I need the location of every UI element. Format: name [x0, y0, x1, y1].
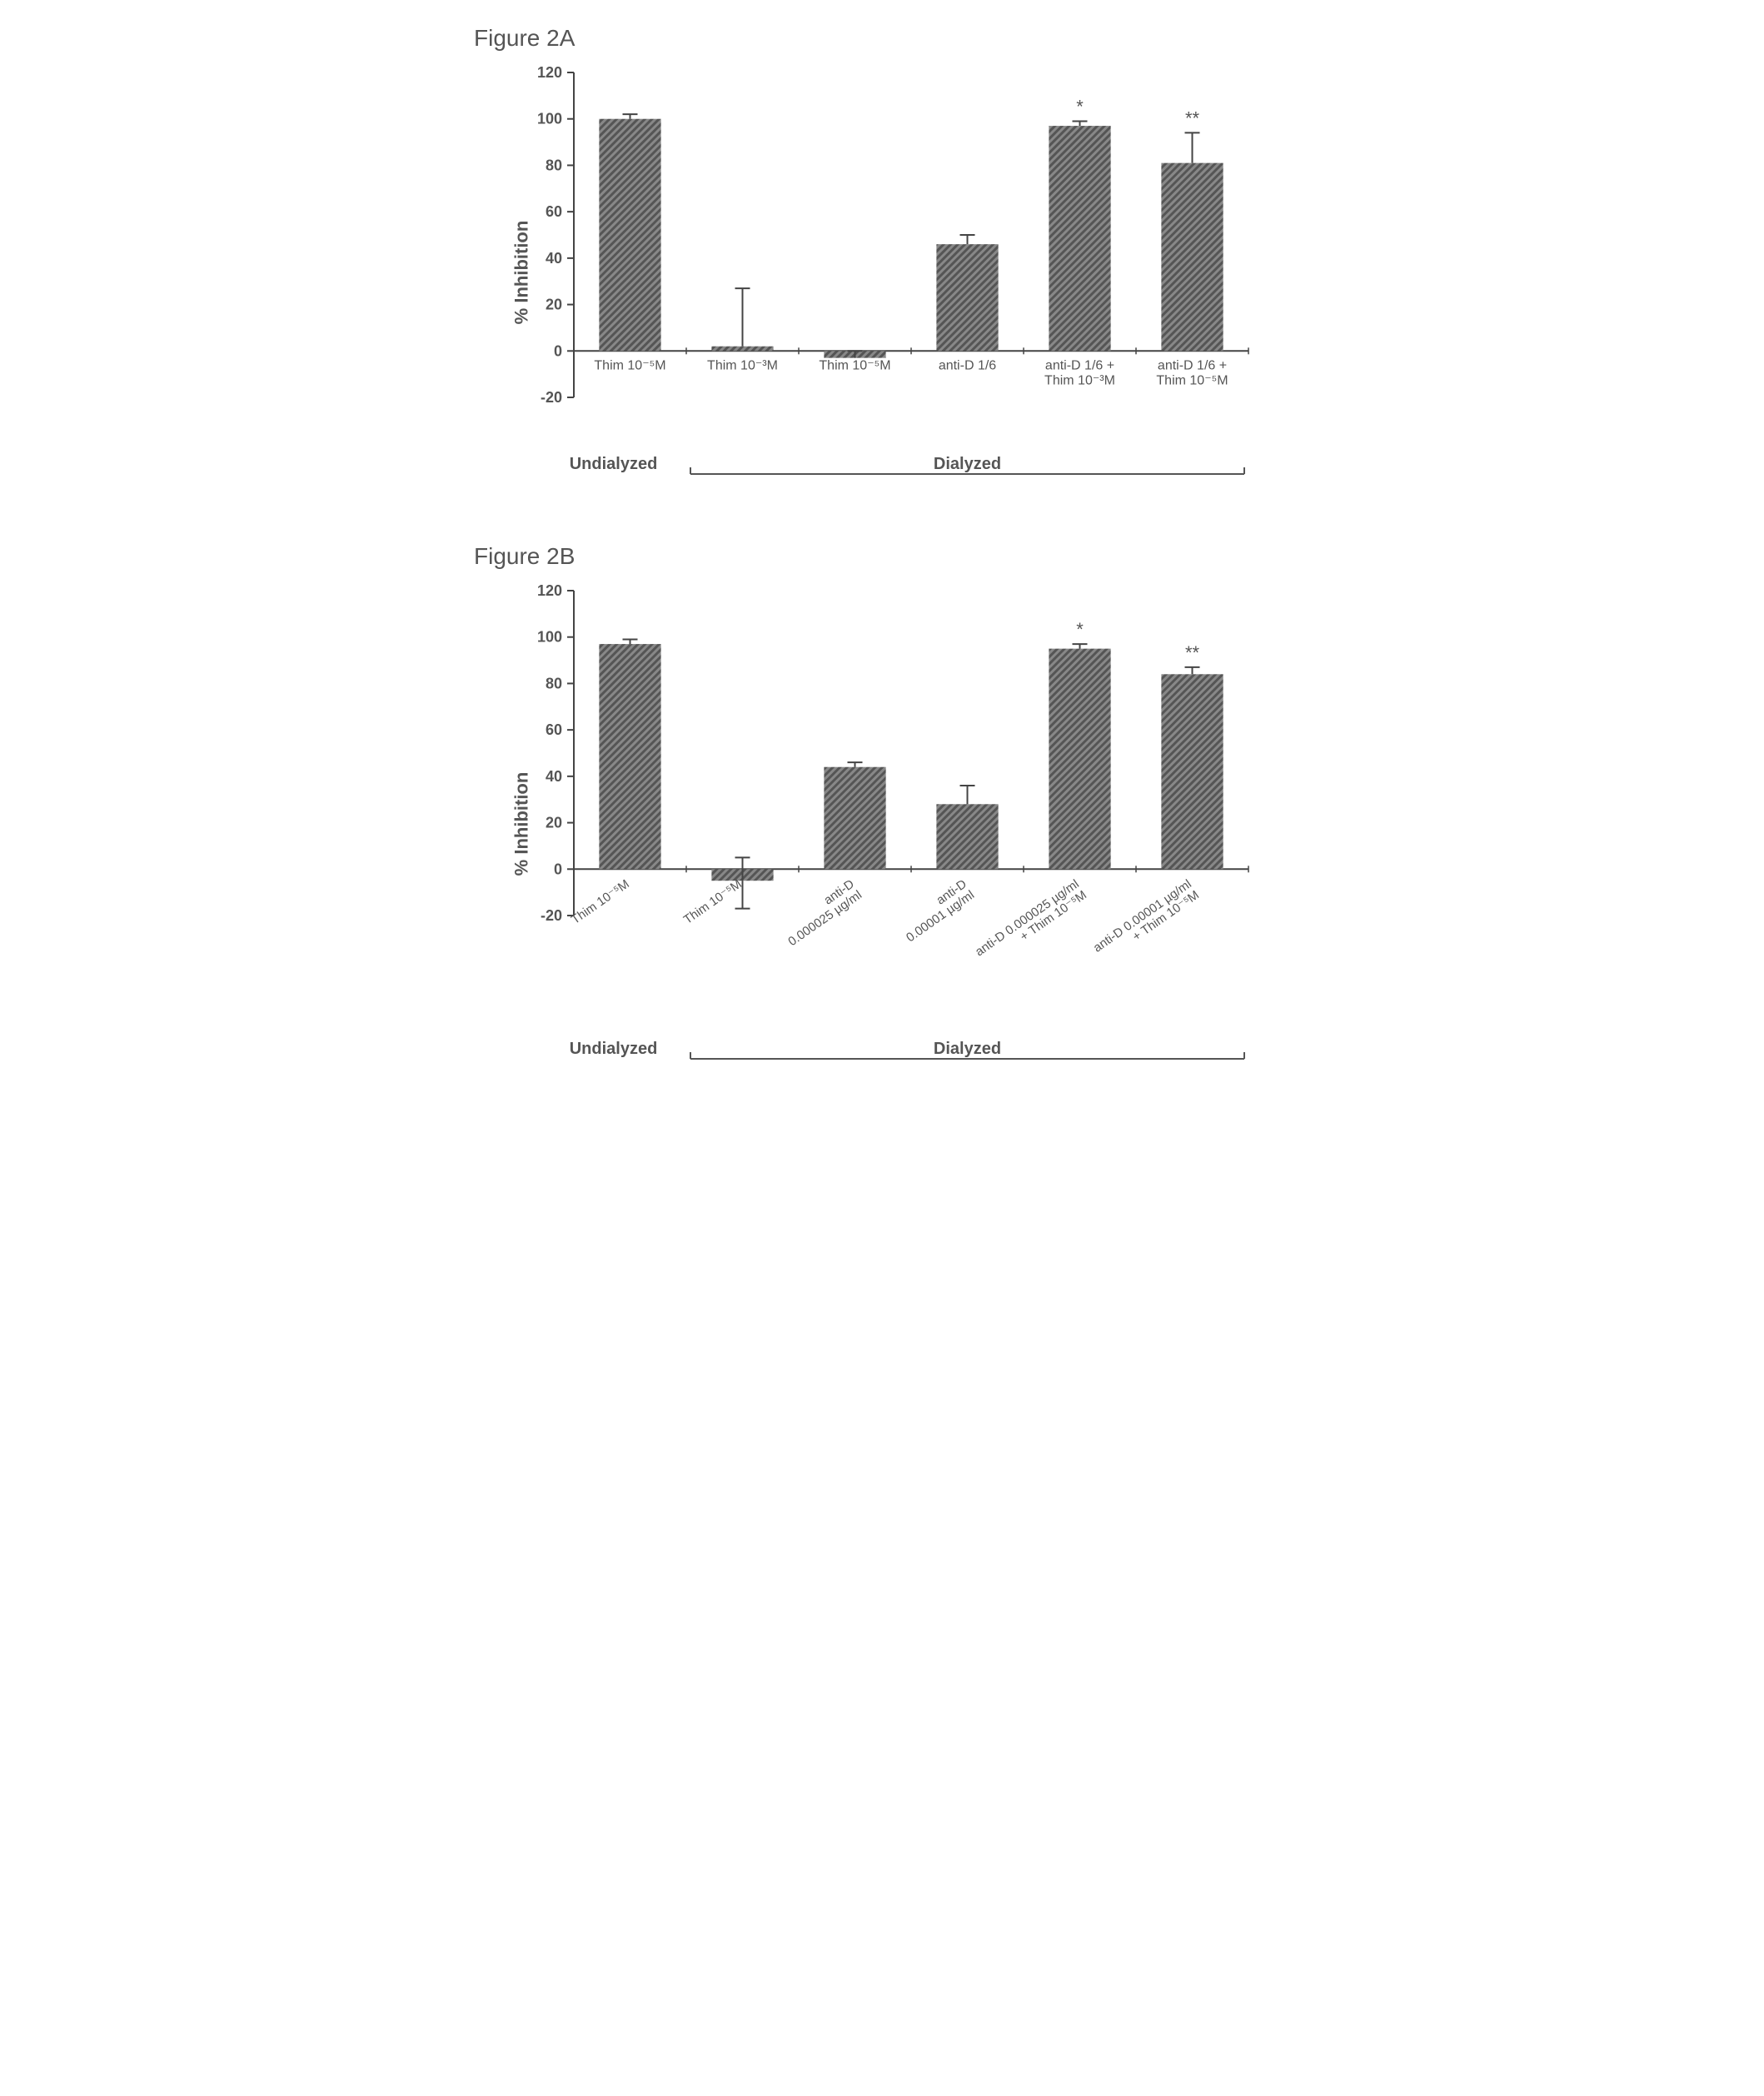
x-tick-label: Thim 10⁻³M	[707, 358, 778, 372]
x-tick-label: anti-D 1/6 +	[1158, 358, 1227, 372]
svg-text:80: 80	[546, 675, 562, 691]
x-tick-label: Thim 10⁻⁵M	[594, 358, 665, 372]
x-tick-label: Thim 10⁻⁵M	[1156, 373, 1228, 387]
bar	[711, 347, 773, 352]
figure-b-svg: -20 0 20 40 60 80 100 120 Thim 10⁻⁵M Thim 10⁻⁵M an…	[516, 574, 1265, 1074]
figure-a-title: Figure 2A	[474, 25, 1298, 52]
svg-text:100: 100	[537, 629, 562, 646]
bar	[1161, 163, 1223, 352]
svg-text:60: 60	[546, 721, 562, 738]
bar	[599, 119, 660, 352]
significance-marker: **	[1185, 107, 1200, 128]
svg-text:0: 0	[554, 342, 562, 359]
x-tick-label: anti-D 0.000025 µg/ml	[973, 877, 1082, 960]
x-tick-label: Thim 10⁻⁵M	[819, 358, 890, 372]
undialyzed-group-label: Undialyzed	[570, 455, 658, 473]
x-tick-label: Thim 10⁻⁵M	[569, 877, 632, 927]
svg-text:20: 20	[546, 297, 562, 313]
svg-text:120: 120	[537, 582, 562, 599]
figure-a-chart: % Inhibition -20020406080100120Thim 10⁻⁵…	[516, 56, 1265, 489]
x-tick-label: anti-D 0.00001 µg/ml	[1091, 877, 1194, 956]
svg-text:60: 60	[546, 203, 562, 220]
bar	[1049, 649, 1110, 870]
svg-text:20: 20	[546, 815, 562, 831]
bar	[1161, 674, 1223, 869]
bar	[599, 644, 660, 869]
figure-a-svg: -20 0 20 40 60 80 100 120 Thim 10⁻⁵M Thim 10⁻³M Th…	[516, 56, 1265, 489]
x-tick-label: Thim 10⁻³M	[1044, 373, 1115, 387]
page: Figure 2A % Inhibition -20 0 20 40 60 80 100 12…	[466, 25, 1298, 1103]
figure-b-chart: % Inhibition -20020406080100120Thim 10⁻⁵…	[516, 574, 1265, 1074]
x-tick-label: anti-D 1/6 +	[1045, 358, 1114, 372]
significance-marker: **	[1185, 642, 1200, 663]
svg-text:40: 40	[546, 768, 562, 785]
figure-b-ylabel: % Inhibition	[511, 772, 532, 876]
undialyzed-group-label: Undialyzed	[570, 1040, 658, 1058]
x-tick-label: Thim 10⁻⁵M	[681, 877, 745, 927]
svg-text:-20: -20	[541, 389, 562, 406]
svg-text:80: 80	[546, 157, 562, 173]
bar	[824, 767, 885, 870]
figure-b-bracket-row	[516, 1078, 1265, 1103]
figure-a-bracket-row	[516, 493, 1265, 518]
figure-a-ylabel: % Inhibition	[511, 221, 532, 325]
svg-text:0: 0	[554, 861, 562, 877]
x-tick-label: anti-D 1/6	[939, 358, 996, 372]
bar	[936, 244, 998, 351]
svg-text:100: 100	[537, 111, 562, 127]
svg-text:40: 40	[546, 250, 562, 267]
bar	[936, 804, 998, 869]
significance-marker: *	[1076, 97, 1084, 117]
svg-text:120: 120	[537, 64, 562, 81]
dialyzed-group-label: Dialyzed	[934, 455, 1001, 473]
significance-marker: *	[1076, 619, 1084, 640]
bar	[1049, 126, 1110, 351]
svg-text:-20: -20	[541, 907, 562, 924]
figure-b-title: Figure 2B	[474, 543, 1298, 570]
dialyzed-group-label: Dialyzed	[934, 1040, 1001, 1058]
